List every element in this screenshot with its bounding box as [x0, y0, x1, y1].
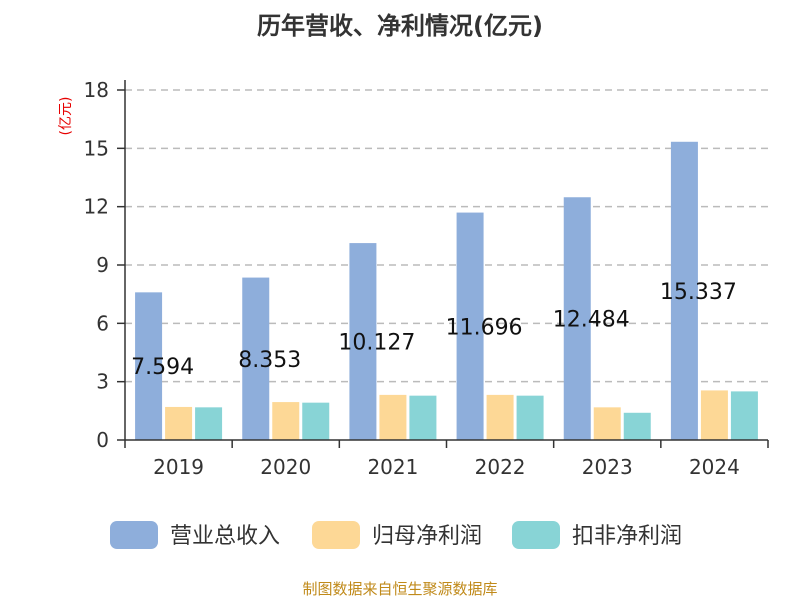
legend-swatch: [312, 521, 360, 549]
bar-3: [195, 407, 223, 440]
data-labels: 7.594 8.353 10.127 11.696 12.484 15.337: [131, 280, 737, 380]
x-tick-label: 2024: [689, 455, 740, 479]
x-tick-label: 2023: [582, 455, 633, 479]
bar-2: [700, 390, 728, 440]
data-label: 8.353: [238, 348, 301, 373]
y-tick-label: 15: [84, 136, 109, 160]
data-label: 12.484: [553, 308, 630, 333]
bar-1: [670, 141, 698, 440]
data-label: 7.594: [131, 355, 194, 380]
bar-2: [272, 402, 300, 440]
legend: 营业总收入 归母净利润 扣非净利润: [110, 521, 682, 549]
y-tick-label: 18: [84, 78, 109, 102]
y-unit-label: (亿元): [58, 97, 74, 136]
x-tick-label: 2022: [475, 455, 526, 479]
y-tick-label: 12: [84, 195, 109, 219]
legend-swatch: [512, 521, 560, 549]
data-label: 10.127: [338, 331, 415, 356]
y-tick-label: 3: [96, 370, 109, 394]
bar-2: [379, 394, 407, 440]
bar-3: [623, 412, 651, 440]
bar-2: [486, 394, 514, 440]
x-tick-label: 2019: [153, 455, 204, 479]
bar-3: [730, 391, 758, 440]
chart-title: 历年营收、净利情况(亿元): [257, 12, 543, 40]
legend-label: 归母净利润: [372, 524, 482, 549]
y-tick-label: 9: [96, 253, 109, 277]
bar-2: [165, 406, 193, 440]
bars: [135, 141, 758, 440]
source-note: 制图数据来自恒生聚源数据库: [302, 580, 497, 598]
bar-3: [516, 395, 544, 440]
y-tick-label: 6: [96, 311, 109, 335]
bar-1: [349, 243, 377, 440]
y-tick-label: 0: [96, 428, 109, 452]
y-axis: 0 3 6 9 12 15 18: [84, 78, 126, 452]
legend-label: 营业总收入: [170, 524, 280, 549]
bar-1: [456, 212, 484, 440]
legend-label: 扣非净利润: [572, 524, 682, 549]
bar-2: [593, 407, 621, 440]
bar-1: [135, 292, 163, 440]
x-tick-label: 2020: [260, 455, 311, 479]
bar-1: [563, 197, 591, 440]
data-label: 11.696: [446, 315, 523, 340]
bar-3: [409, 395, 437, 440]
data-label: 15.337: [660, 280, 737, 305]
x-tick-label: 2021: [367, 455, 418, 479]
x-axis: 2019 2020 2021 2022 2023 2024: [124, 439, 769, 479]
legend-swatch: [110, 521, 158, 549]
bar-1: [242, 277, 270, 440]
bar-3: [302, 402, 330, 440]
